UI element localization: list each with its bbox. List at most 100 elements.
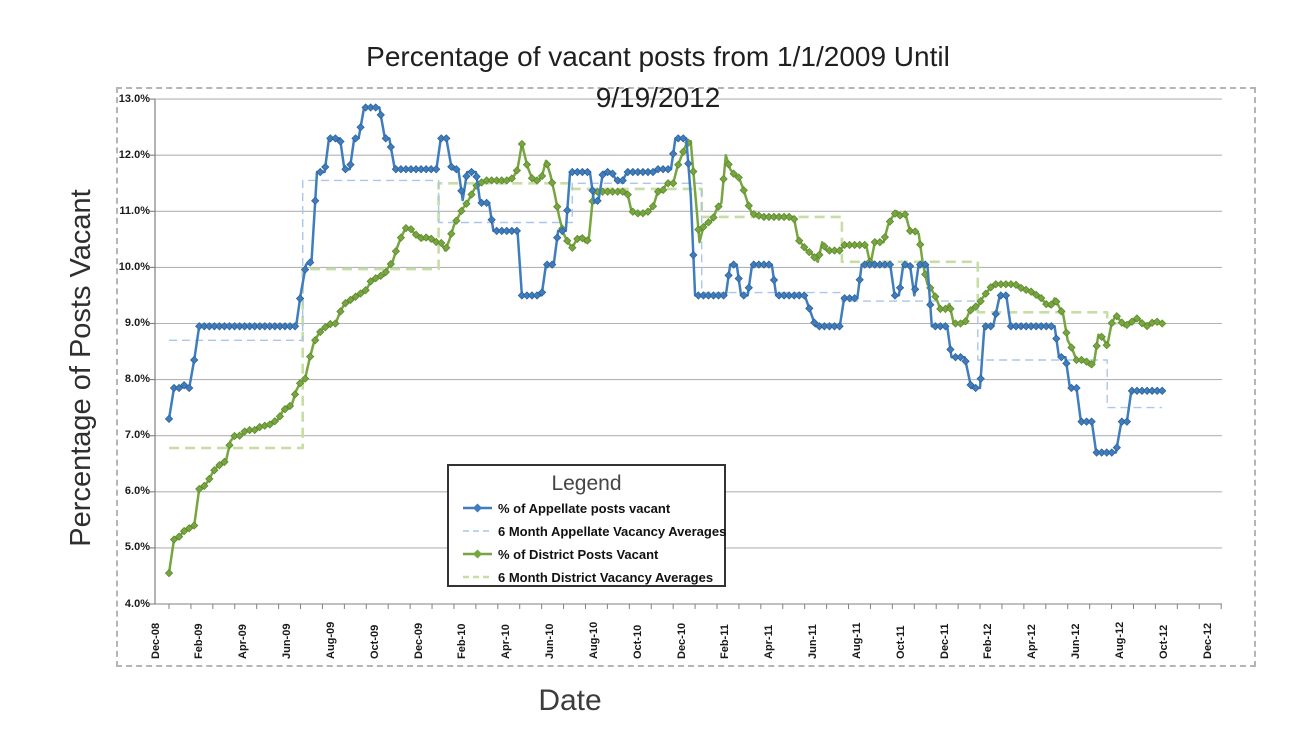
data-point-marker <box>910 227 920 236</box>
x-tick-label: Oct-10 <box>631 624 644 659</box>
data-point-marker <box>452 165 461 174</box>
data-point-marker <box>800 291 809 300</box>
data-point-marker <box>724 160 733 169</box>
data-point-marker <box>568 243 577 252</box>
data-point-marker <box>956 352 965 362</box>
x-tick-label: Oct-11 <box>894 625 907 659</box>
data-point-marker <box>164 568 174 578</box>
data-point-marker <box>986 322 995 331</box>
data-point-marker <box>437 238 446 248</box>
data-point-marker <box>981 289 990 298</box>
data-point-marker <box>1132 314 1142 323</box>
data-point-marker <box>976 374 985 383</box>
x-tick-label: Dec-11 <box>938 623 951 659</box>
data-point-marker <box>432 237 441 247</box>
data-point-marker <box>472 172 481 181</box>
data-point-marker <box>225 441 234 450</box>
x-tick-label: Apr-11 <box>763 624 776 659</box>
data-point-marker <box>1011 280 1021 289</box>
data-point-marker <box>658 185 668 195</box>
data-point-marker <box>507 174 516 183</box>
x-tick-label: Feb-11 <box>719 624 732 659</box>
data-point-marker <box>396 233 406 242</box>
data-point-marker <box>1062 359 1071 368</box>
data-point-marker <box>820 242 829 251</box>
data-point-marker <box>729 169 738 178</box>
data-point-marker <box>290 322 300 331</box>
legend-item-label: 6 Month District Vacancy Averages <box>498 569 714 585</box>
data-point-marker <box>1107 318 1116 328</box>
data-point-marker <box>432 165 441 174</box>
data-point-marker <box>331 134 340 143</box>
data-point-marker <box>966 306 975 315</box>
data-point-marker <box>164 414 174 424</box>
y-axis-title: Percentage of Posts Vacant <box>65 189 97 547</box>
legend-box: Legend % of Appellate posts vacant 6 Mont… <box>447 464 726 587</box>
data-point-marker <box>815 250 824 260</box>
data-point-marker <box>643 207 653 216</box>
data-point-marker <box>668 149 678 158</box>
data-point-marker <box>916 240 925 249</box>
data-point-marker <box>961 357 970 366</box>
data-point-marker <box>648 202 658 211</box>
series-line <box>167 106 1165 454</box>
data-point-marker <box>885 217 895 226</box>
data-point-marker <box>719 174 728 184</box>
data-point-marker <box>608 169 617 178</box>
data-point-marker <box>558 226 567 236</box>
data-point-marker <box>311 196 320 205</box>
data-point-marker <box>200 481 209 491</box>
x-tick-label: Jun-12 <box>1070 623 1083 659</box>
data-point-marker <box>860 240 869 250</box>
x-tick-label: Jun-10 <box>544 623 557 659</box>
x-tick-label: Apr-10 <box>500 624 513 659</box>
data-point-marker <box>457 186 466 195</box>
data-point-marker <box>537 288 547 297</box>
data-point-marker <box>205 474 214 484</box>
data-point-marker <box>593 196 602 205</box>
legend-swatch-diamond <box>473 503 482 513</box>
data-point-marker <box>961 317 970 326</box>
data-point-marker <box>885 260 895 269</box>
y-tick-label: 13.0% <box>118 92 150 105</box>
legend-item-label: % of District Posts Vacant <box>498 546 659 562</box>
data-point-marker <box>426 234 436 243</box>
data-point-marker <box>305 258 315 267</box>
data-point-marker <box>805 304 814 313</box>
data-point-marker <box>784 212 794 222</box>
data-point-marker <box>1122 320 1132 330</box>
x-tick-label: Aug-12 <box>1113 621 1126 659</box>
x-tick-label: Dec-09 <box>412 622 425 659</box>
data-point-marker <box>1158 319 1167 328</box>
data-point-marker <box>734 173 743 182</box>
legend-item: 6 Month District Vacancy Averages <box>462 569 713 585</box>
x-tick-label: Aug-09 <box>324 621 337 659</box>
data-point-marker <box>563 206 572 215</box>
data-point-marker <box>1097 332 1106 341</box>
x-tick-label: Feb-12 <box>982 623 995 659</box>
y-tick-label: 9.0% <box>124 317 150 329</box>
legend-title: Legend <box>551 472 622 495</box>
data-point-marker <box>376 110 385 120</box>
data-point-marker <box>220 457 229 467</box>
data-point-marker <box>976 297 985 306</box>
x-tick-label: Jun-09 <box>281 623 294 659</box>
data-point-marker <box>986 283 995 292</box>
data-point-marker <box>1057 307 1066 316</box>
legend-item: 6 Month Appellate Vacancy Averages <box>462 523 726 539</box>
data-point-marker <box>835 322 844 331</box>
x-tick-label: Apr-12 <box>1026 624 1039 659</box>
data-point-marker <box>648 167 658 177</box>
data-point-marker <box>1127 317 1137 326</box>
data-point-marker <box>442 134 451 143</box>
data-point-marker <box>376 271 385 280</box>
data-point-marker <box>749 209 758 219</box>
data-point-marker <box>542 160 552 169</box>
data-point-marker <box>185 383 194 393</box>
data-point-marker <box>381 134 390 143</box>
data-point-marker <box>684 159 693 168</box>
data-point-marker <box>583 236 592 245</box>
data-point-marker <box>351 134 360 143</box>
